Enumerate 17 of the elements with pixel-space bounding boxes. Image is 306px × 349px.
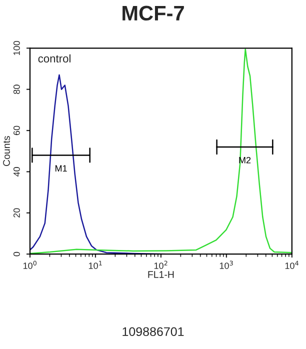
y-axis-title: Counts bbox=[3, 136, 10, 166]
x-tick-label: 10$^{1}$ bbox=[88, 260, 102, 269]
annotation: control bbox=[38, 54, 70, 62]
y-tick-label: 40 bbox=[13, 167, 20, 177]
x-tick-label: 10$^{0}$ bbox=[23, 260, 36, 269]
x-tick-label: 10$^{2}$ bbox=[154, 260, 168, 269]
x-tick-label: 10$^{3}$ bbox=[220, 260, 233, 269]
x-tick-label: 10$^{4}$ bbox=[285, 260, 298, 269]
series-label: M1 bbox=[55, 165, 67, 172]
y-tick-label: 20 bbox=[13, 208, 20, 218]
y-tick-label: 80 bbox=[13, 84, 20, 94]
y-tick-label: 100 bbox=[13, 40, 20, 56]
chart-title: MCF-7 bbox=[122, 6, 184, 21]
y-tick-label: 0 bbox=[13, 252, 20, 256]
x-axis-title: FL1-H bbox=[148, 271, 174, 278]
text: 109886701 bbox=[122, 327, 184, 336]
y-tick-label: 60 bbox=[13, 126, 20, 136]
